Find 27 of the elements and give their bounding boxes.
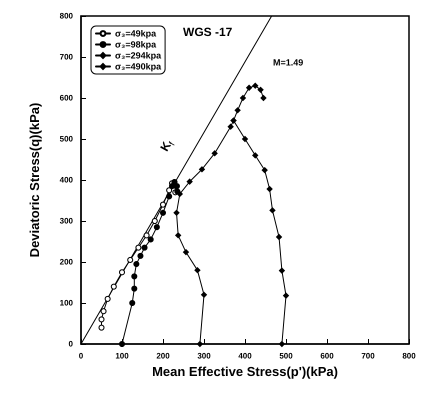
legend-label: σ₃=98kpa xyxy=(115,40,158,50)
y-tick-label: 700 xyxy=(60,52,74,62)
x-tick-label: 700 xyxy=(361,352,376,360)
annotation: M=1.49 xyxy=(273,58,304,68)
y-tick-label: 600 xyxy=(60,94,74,102)
y-tick-label: 800 xyxy=(60,12,74,20)
y-axis-title: Deviatoric Stress(q)(kPa) xyxy=(27,102,42,258)
legend-label: σ₃=490kpa xyxy=(115,62,162,72)
annotation: Kf xyxy=(157,138,177,154)
y-tick-label: 300 xyxy=(60,216,74,226)
x-tick-label: 0 xyxy=(78,352,84,360)
y-tick-label: 100 xyxy=(60,298,74,308)
y-tick-label: 500 xyxy=(60,134,74,144)
legend-label: σ₃=294kpa xyxy=(115,50,162,60)
legend-label: σ₃=49kpa xyxy=(115,28,158,38)
x-axis-title: Mean Effective Stress(p')(kPa) xyxy=(152,364,338,379)
y-tick-label: 200 xyxy=(60,258,74,266)
x-tick-label: 400 xyxy=(238,352,252,360)
y-tick-label: 0 xyxy=(68,340,74,348)
x-tick-label: 800 xyxy=(402,352,416,360)
x-tick-label: 200 xyxy=(156,352,170,360)
annotation: WGS -17 xyxy=(183,25,233,39)
y-tick-label: 400 xyxy=(60,176,74,184)
x-tick-label: 300 xyxy=(197,352,212,360)
x-tick-label: 100 xyxy=(115,352,130,360)
x-tick-label: 500 xyxy=(279,352,294,360)
x-tick-label: 600 xyxy=(320,352,334,360)
